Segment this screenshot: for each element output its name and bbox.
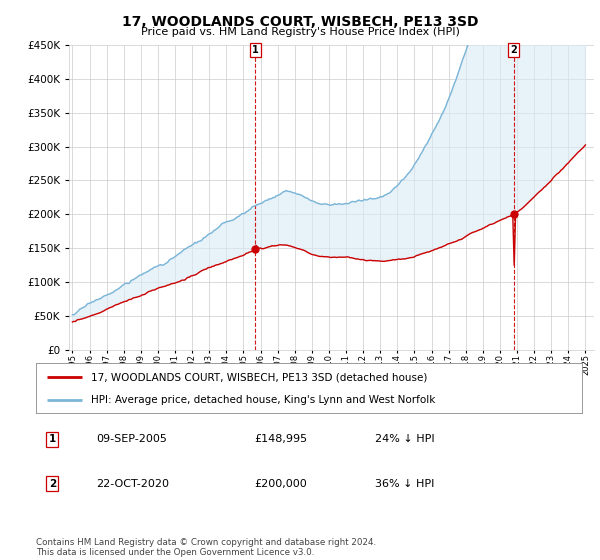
Text: Price paid vs. HM Land Registry's House Price Index (HPI): Price paid vs. HM Land Registry's House … bbox=[140, 27, 460, 37]
Text: 2: 2 bbox=[510, 45, 517, 55]
Text: £200,000: £200,000 bbox=[254, 479, 307, 489]
Text: 36% ↓ HPI: 36% ↓ HPI bbox=[374, 479, 434, 489]
Text: 22-OCT-2020: 22-OCT-2020 bbox=[96, 479, 169, 489]
Text: 17, WOODLANDS COURT, WISBECH, PE13 3SD: 17, WOODLANDS COURT, WISBECH, PE13 3SD bbox=[122, 15, 478, 29]
Text: 1: 1 bbox=[252, 45, 259, 55]
Text: 24% ↓ HPI: 24% ↓ HPI bbox=[374, 435, 434, 445]
Text: 1: 1 bbox=[49, 435, 56, 445]
Text: 17, WOODLANDS COURT, WISBECH, PE13 3SD (detached house): 17, WOODLANDS COURT, WISBECH, PE13 3SD (… bbox=[91, 372, 427, 382]
Text: 2: 2 bbox=[49, 479, 56, 489]
Text: £148,995: £148,995 bbox=[254, 435, 308, 445]
Text: 09-SEP-2005: 09-SEP-2005 bbox=[96, 435, 167, 445]
Text: Contains HM Land Registry data © Crown copyright and database right 2024.
This d: Contains HM Land Registry data © Crown c… bbox=[36, 538, 376, 557]
Text: HPI: Average price, detached house, King's Lynn and West Norfolk: HPI: Average price, detached house, King… bbox=[91, 395, 435, 405]
